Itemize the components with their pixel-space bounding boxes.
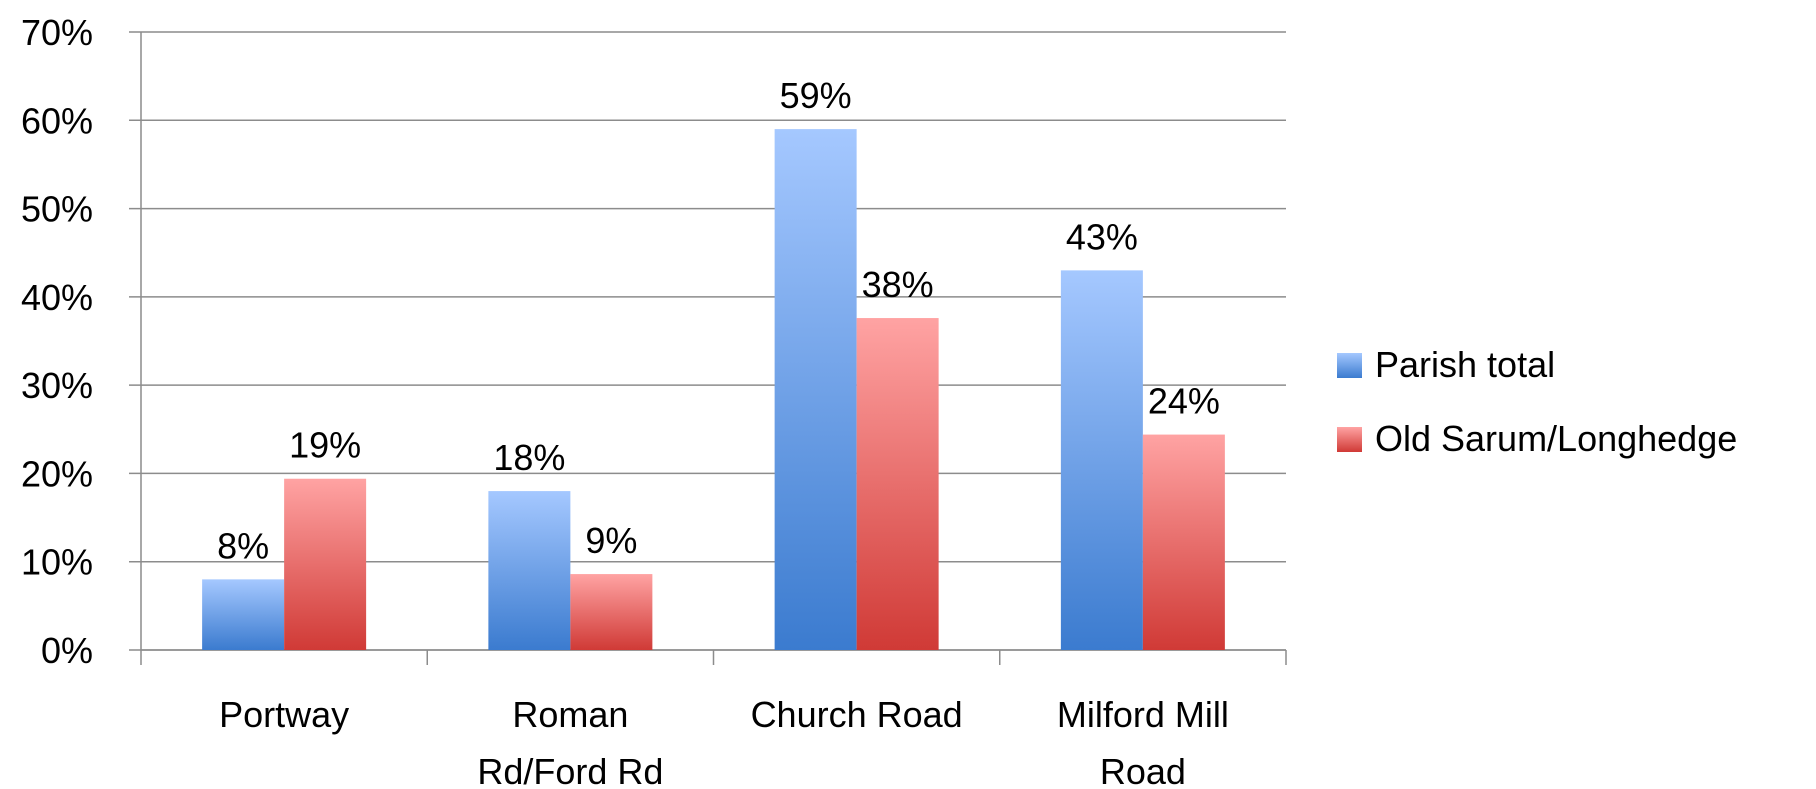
x-category-label: Milford Mill Road — [1057, 694, 1229, 789]
x-category-label: Roman Rd/Ford Rd — [477, 694, 663, 789]
x-axis: Portway Roman Rd/Ford Rd Church Road Milford… — [140, 649, 1287, 789]
legend: Parish total Old Sarum/Longhedge — [1337, 344, 1737, 459]
y-tick-label: 0% — [41, 630, 93, 671]
data-label: 18% — [493, 437, 565, 478]
data-label: 8% — [217, 525, 269, 566]
y-tick-label: 40% — [21, 277, 93, 318]
bar-old-sarum-longhedge — [856, 318, 939, 650]
y-tick-label: 10% — [21, 542, 93, 583]
legend-label: Parish total — [1375, 344, 1555, 385]
bar-parish-total — [202, 579, 285, 650]
bars — [202, 129, 1225, 651]
legend-label: Old Sarum/Longhedge — [1375, 418, 1737, 459]
y-tick-label: 50% — [21, 189, 93, 230]
legend-swatch — [1337, 427, 1362, 452]
bar-parish-total — [488, 491, 571, 650]
y-tick-label: 30% — [21, 365, 93, 406]
data-label: 24% — [1148, 381, 1220, 422]
x-category-label: Church Road — [751, 694, 963, 735]
y-tick-label: 20% — [21, 453, 93, 494]
data-label: 38% — [862, 264, 934, 305]
legend-swatch — [1337, 353, 1362, 378]
data-label: 59% — [780, 75, 852, 116]
bar-parish-total — [774, 129, 857, 651]
y-axis: 0% 10% 20% 30% 40% 50% 60% 70% — [21, 12, 142, 671]
data-label: 19% — [289, 425, 361, 466]
bar-old-sarum-longhedge — [1142, 434, 1225, 650]
data-label: 9% — [585, 520, 637, 561]
x-category-label: Portway — [219, 694, 349, 735]
data-labels: 8% 19% 18% 9% 59% 38% 43% 24% — [217, 75, 1220, 566]
y-tick-label: 60% — [21, 100, 93, 141]
bar-parish-total — [1060, 270, 1143, 650]
bar-old-sarum-longhedge — [284, 478, 367, 650]
y-tick-label: 70% — [21, 12, 93, 53]
bar-old-sarum-longhedge — [570, 574, 653, 650]
data-label: 43% — [1066, 216, 1138, 257]
